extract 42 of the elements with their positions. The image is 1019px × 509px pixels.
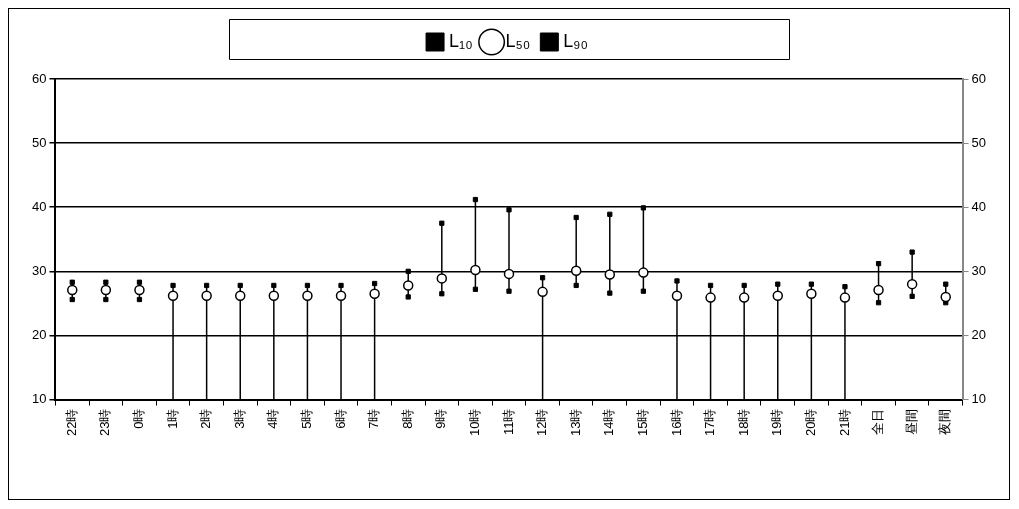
x-tick-label: 23時 [97,408,113,437]
x-tick-label: 2時 [198,408,214,429]
x-tick-label: 17時 [702,408,718,437]
x-tick-label: 12時 [534,408,550,437]
y2-tick-label: 10 [971,391,987,407]
x-tick-label: 6時 [332,408,348,429]
x-tick-label: 4時 [265,408,281,429]
y-tick-label: 60 [31,70,47,86]
x-tick-label: 昼間 [903,408,919,435]
y2-tick-label: 30 [971,262,987,278]
x-tick-label: 19時 [769,408,785,437]
y-tick-label: 10 [31,391,47,407]
x-tick-label: 3時 [231,408,247,429]
x-tick-label: 21時 [836,408,852,437]
x-tick-label: 15時 [634,408,650,437]
legend-label: L₅₀ [505,30,531,51]
y-tick-label: 30 [31,262,47,278]
x-tick-label: 5時 [299,408,314,429]
x-tick-label: 14時 [601,408,617,437]
x-tick-label: 18時 [735,408,751,437]
x-tick-label: 9時 [433,408,449,429]
x-tick-label: 22時 [63,408,79,437]
x-tick-label: 0時 [131,408,147,429]
x-tick-label: 8時 [399,408,415,429]
y2-tick-label: 60 [971,70,987,86]
y-tick-label: 50 [31,134,47,150]
y-tick-label: 40 [31,198,47,214]
x-tick-label: 7時 [366,408,382,429]
x-tick-label: 全日 [870,408,886,435]
x-tick-label: 1時 [164,408,180,429]
y-tick-label: 20 [31,327,47,343]
x-tick-label: 夜間 [937,408,953,435]
y2-tick-label: 40 [971,198,987,214]
legend-label: L₉₀ [563,30,588,51]
legend-label: L₁₀ [449,30,473,51]
x-tick-label: 20時 [802,408,818,437]
y2-tick-label: 50 [971,134,987,150]
y2-tick-label: 20 [971,327,987,343]
x-tick-label: 10時 [466,408,482,437]
x-tick-label: 13時 [567,408,583,437]
x-tick-label: 11時 [500,408,516,436]
x-tick-label: 16時 [668,408,684,437]
